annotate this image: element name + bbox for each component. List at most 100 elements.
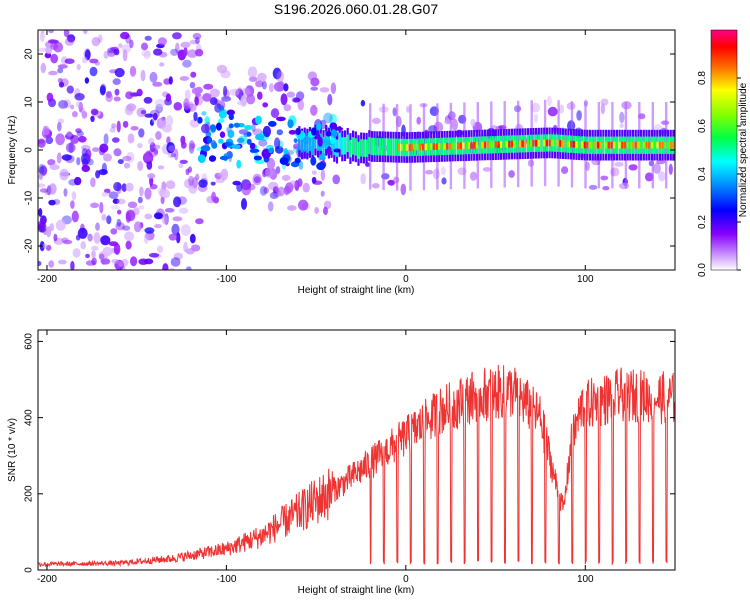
spectrogram-noise-blob	[114, 88, 120, 96]
spectrogram-noise-blob	[148, 137, 155, 145]
spectrogram-noise-blob	[189, 119, 200, 128]
spectrogram-mid-blob	[228, 123, 234, 129]
spectrogram-noise-blob	[154, 224, 162, 229]
spectrogram-band-mid	[381, 138, 384, 156]
spectrogram-noise-blob	[55, 219, 66, 231]
spectrogram-noise-blob	[137, 143, 143, 149]
spectrogram-noise-blob	[117, 209, 122, 215]
spectrogram-noise-blob	[100, 258, 111, 265]
spectrogram-y-tick-label: -20	[24, 238, 35, 253]
spectrogram-noise-blob	[330, 82, 337, 94]
spectrogram-noise-blob	[302, 182, 310, 193]
spectrogram-noise-blob	[137, 196, 143, 204]
spectrogram-noise-blob	[58, 81, 65, 88]
spectrogram-noise-blob	[228, 151, 233, 163]
spectrogram-noise-blob	[149, 119, 155, 126]
spectrogram-noise-blob	[440, 166, 446, 176]
spectrogram-noise-blob	[194, 95, 199, 106]
spectrogram-noise-blob	[85, 149, 92, 160]
spectrogram-noise-blob	[83, 30, 88, 35]
spectrogram-band-core	[486, 141, 489, 149]
spectrogram-band-core	[553, 139, 557, 147]
spectrogram-noise-blob	[270, 108, 280, 119]
spectrogram-band-core	[648, 141, 651, 149]
spectrogram-noise-blob	[255, 159, 265, 164]
spectrogram-noise-blob	[178, 207, 189, 214]
spectrogram-noise-blob	[144, 187, 152, 200]
spectrogram-noise-blob	[129, 65, 137, 77]
spectrogram-band-core	[532, 140, 535, 147]
spectrogram-noise-blob	[74, 176, 82, 186]
spectrogram-noise-blob	[160, 196, 165, 204]
spectrogram-noise-blob	[180, 224, 191, 236]
spectrogram-noise-blob	[98, 34, 103, 43]
spectrogram-noise-blob	[39, 188, 49, 193]
spectrogram-noise-blob	[658, 171, 666, 182]
spectrogram-noise-blob	[168, 145, 176, 152]
spectrogram-noise-blob	[170, 257, 181, 267]
spectrogram-noise-blob	[126, 103, 137, 112]
spectrogram-noise-blob	[262, 102, 269, 108]
spectrogram-noise-blob	[177, 196, 188, 205]
spectrogram-band-core	[615, 141, 618, 149]
spectrogram-band-core	[481, 141, 484, 149]
spectrogram-noise-blob	[84, 49, 91, 61]
spectrogram-noise-blob	[360, 173, 367, 185]
spectrogram-band-core	[427, 143, 430, 151]
spectrogram-noise-blob	[297, 178, 303, 187]
spectrogram-band-mid	[392, 138, 395, 156]
spectrogram-noise-blob	[140, 110, 147, 115]
spectrogram-noise-blob	[127, 201, 138, 209]
spectrogram-noise-blob	[172, 32, 182, 40]
spectrogram-noise-blob	[195, 173, 200, 181]
spectrogram-noise-blob	[61, 237, 69, 243]
spectrogram-mid-blob	[295, 127, 301, 135]
spectrogram-noise-blob	[320, 169, 326, 182]
spectrogram-noise-blob	[482, 167, 492, 172]
spectrogram-band-mid	[373, 137, 376, 156]
spectrogram-noise-blob	[78, 136, 87, 143]
spectrogram-noise-blob	[175, 42, 180, 54]
spectrogram-band-mid	[354, 138, 357, 156]
spectrogram-noise-blob	[143, 50, 151, 60]
spectrogram-noise-blob	[272, 67, 282, 80]
spectrogram-noise-blob	[183, 241, 188, 253]
spectrogram-noise-blob	[232, 180, 241, 186]
spectrogram-noise-blob	[264, 167, 274, 178]
spectrogram-band-core	[465, 142, 468, 149]
spectrogram-noise-blob	[236, 159, 242, 169]
spectrogram-noise-blob	[276, 129, 283, 136]
spectrogram-noise-blob	[215, 178, 225, 184]
spectrogram-noise-blob	[193, 111, 198, 122]
spectrogram-noise-blob	[71, 191, 77, 201]
spectrogram-mid-blob	[210, 124, 216, 131]
spectrogram-mid-blob	[317, 136, 323, 147]
spectrogram-band-mid	[349, 139, 352, 158]
spectrogram-band-core	[637, 141, 640, 149]
spectrogram-noise-blob	[157, 37, 167, 46]
spectrogram-band-core	[419, 143, 422, 151]
spectrogram-noise-blob	[283, 83, 289, 92]
spectrogram-noise-blob	[180, 41, 191, 49]
spectrogram-noise-blob	[174, 148, 179, 161]
spectrogram-noise-blob	[110, 204, 120, 210]
spectrogram-noise-blob	[248, 76, 258, 82]
spectrogram-noise-blob	[50, 53, 59, 64]
spectrogram-noise-blob	[110, 228, 118, 235]
spectrogram-band-core	[591, 141, 594, 149]
spectrogram-noise-blob	[656, 159, 666, 165]
spectrogram-band-core	[492, 141, 495, 149]
spectrogram-noise-blob	[121, 44, 132, 53]
spectrogram-noise-blob	[323, 206, 328, 216]
spectrogram-band-core	[588, 141, 592, 149]
spectrogram-noise-blob	[146, 160, 153, 170]
spectrogram-noise-blob	[122, 225, 131, 231]
spectrogram-noise-blob	[195, 37, 200, 44]
spectrogram-noise-blob	[125, 91, 134, 100]
spectrogram-noise-blob	[90, 177, 96, 188]
spectrogram-noise-blob	[38, 173, 43, 180]
spectrogram-noise-blob	[70, 104, 75, 110]
spectrogram-noise-blob	[166, 115, 174, 127]
spectrogram-noise-blob	[310, 86, 319, 91]
spectrogram-noise-blob	[327, 93, 333, 106]
